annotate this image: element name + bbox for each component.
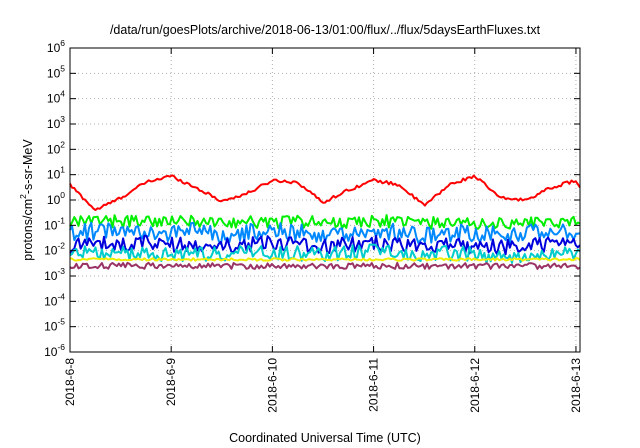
y-axis-label-base: protons/cm bbox=[21, 199, 35, 261]
y-tick-label: 106 bbox=[47, 38, 65, 55]
y-tick-label: 101 bbox=[47, 165, 65, 182]
series-group bbox=[69, 174, 581, 270]
y-axis-label-rest: -s-sr-MeV bbox=[21, 139, 35, 195]
x-tick-label: 2018-6-11 bbox=[367, 358, 381, 412]
x-tick-label: 2018-6-12 bbox=[468, 358, 482, 413]
y-tick-exp: 5 bbox=[60, 63, 65, 73]
y-tick-base: 10 bbox=[44, 320, 58, 334]
y-tick-base: 10 bbox=[44, 294, 58, 308]
x-axis-label: Coordinated Universal Time (UTC) bbox=[229, 431, 421, 445]
x-tick-label: 2018-6-10 bbox=[265, 358, 279, 413]
y-tick-exp: 1 bbox=[60, 165, 65, 175]
y-tick-base: 10 bbox=[44, 244, 58, 258]
x-tick-label: 2018-6-8 bbox=[63, 358, 77, 406]
y-tick-base: 10 bbox=[47, 193, 61, 207]
y-tick-exp: -2 bbox=[57, 241, 65, 251]
y-tick-label: 10-1 bbox=[44, 215, 65, 232]
y-tick-exp: 3 bbox=[60, 114, 65, 124]
y-tick-base: 10 bbox=[47, 117, 61, 131]
y-tick-label: 100 bbox=[47, 190, 65, 207]
y-tick-exp: 2 bbox=[60, 139, 65, 149]
y-tick-base: 10 bbox=[44, 218, 58, 232]
series-line bbox=[69, 257, 581, 262]
y-tick-label: 10-5 bbox=[44, 317, 65, 334]
y-tick-exp: -3 bbox=[57, 266, 65, 276]
y-tick-exp: 4 bbox=[60, 89, 65, 99]
y-tick-exp: -6 bbox=[57, 342, 65, 352]
y-tick-exp: -5 bbox=[57, 317, 65, 327]
y-tick-exp: 6 bbox=[60, 38, 65, 48]
y-tick-base: 10 bbox=[44, 269, 58, 283]
ticks: 10-610-510-410-310-210-11001011021031041… bbox=[44, 38, 583, 413]
y-tick-label: 104 bbox=[47, 89, 65, 106]
y-tick-base: 10 bbox=[47, 142, 61, 156]
y-tick-label: 10-3 bbox=[44, 266, 65, 283]
y-tick-label: 10-6 bbox=[44, 342, 65, 359]
y-tick-exp: -1 bbox=[57, 215, 65, 225]
y-tick-exp: -4 bbox=[57, 291, 65, 301]
series-line bbox=[69, 174, 581, 211]
series-line bbox=[69, 234, 581, 256]
y-tick-base: 10 bbox=[44, 345, 58, 359]
chart-title: /data/run/goesPlots/archive/2018-06-13/0… bbox=[110, 23, 541, 37]
y-tick-base: 10 bbox=[47, 92, 61, 106]
grid bbox=[70, 48, 580, 352]
y-tick-label: 10-4 bbox=[44, 291, 65, 308]
y-tick-base: 10 bbox=[47, 41, 61, 55]
y-tick-label: 102 bbox=[47, 139, 65, 156]
x-tick-label: 2018-6-13 bbox=[569, 358, 583, 413]
y-axis-label-sup: 2 bbox=[18, 194, 28, 199]
y-axis-label: protons/cm2-s-sr-MeV bbox=[18, 139, 35, 261]
y-tick-label: 10-2 bbox=[44, 241, 65, 258]
y-tick-base: 10 bbox=[47, 168, 61, 182]
y-tick-exp: 0 bbox=[60, 190, 65, 200]
y-tick-label: 105 bbox=[47, 63, 65, 80]
series-line bbox=[69, 214, 581, 230]
y-tick-label: 103 bbox=[47, 114, 65, 131]
y-tick-base: 10 bbox=[47, 66, 61, 80]
series-line bbox=[69, 261, 581, 270]
x-tick-label: 2018-6-9 bbox=[164, 358, 178, 406]
